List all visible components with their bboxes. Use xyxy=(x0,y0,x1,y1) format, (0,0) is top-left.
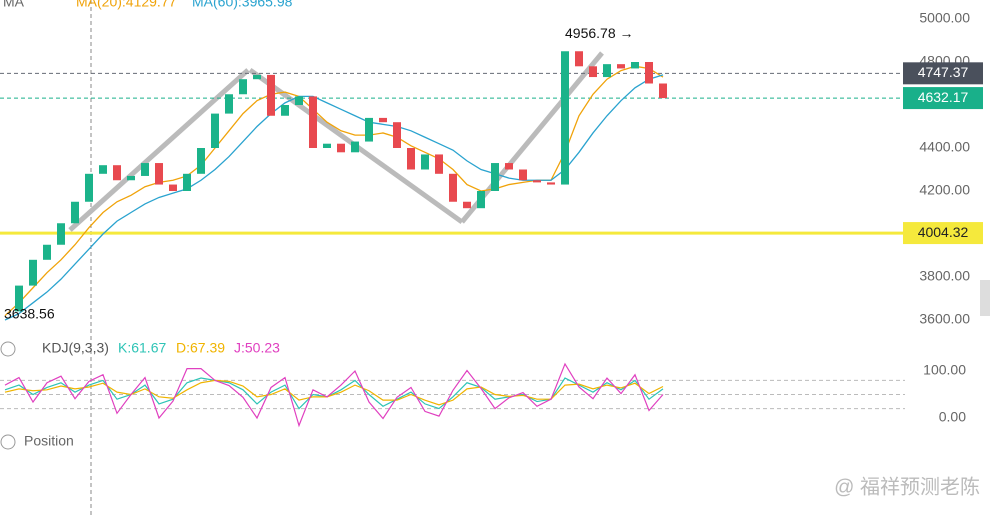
candle xyxy=(547,182,555,185)
candle xyxy=(505,163,513,170)
watermark: @ 福祥预测老陈 xyxy=(834,475,980,498)
kdj-line xyxy=(4,362,664,428)
kdj-label: KDJ(9,3,3) xyxy=(42,340,109,356)
candle xyxy=(589,66,597,78)
y-tick-label: 100.00 xyxy=(923,362,966,378)
y-tick-label: 0.00 xyxy=(939,409,966,425)
price-badge-label: 4747.37 xyxy=(918,64,969,80)
candle xyxy=(169,184,177,191)
candle xyxy=(421,154,429,170)
candle xyxy=(281,105,289,116)
d-label: D:67.39 xyxy=(176,340,225,356)
ma-label: MA xyxy=(3,0,25,10)
candle xyxy=(449,173,457,202)
y-tick-label: 3800.00 xyxy=(919,268,970,284)
candle xyxy=(85,173,93,202)
candle xyxy=(113,165,121,181)
price-badge xyxy=(903,87,983,110)
y-tick-label: 4400.00 xyxy=(919,139,970,155)
candle xyxy=(519,169,527,181)
j-label: J:50.23 xyxy=(234,340,280,356)
candle xyxy=(561,51,569,185)
ma-line xyxy=(4,74,664,321)
low-label: 3638.56 xyxy=(4,305,55,321)
candle xyxy=(659,83,667,99)
candle xyxy=(253,74,261,80)
candle xyxy=(351,141,359,153)
candle xyxy=(225,94,233,114)
candle xyxy=(57,223,65,245)
ma-line xyxy=(4,65,664,317)
trend-lines xyxy=(68,51,604,232)
candle xyxy=(337,143,345,153)
candle xyxy=(393,122,401,148)
candle xyxy=(365,117,373,142)
candle xyxy=(631,62,639,69)
candle xyxy=(99,165,107,174)
candle xyxy=(575,51,583,67)
kdj-line xyxy=(4,379,664,406)
candle xyxy=(463,201,471,209)
ma20-label: MA(20):4129.77 xyxy=(76,0,177,10)
candle xyxy=(155,163,163,185)
candle xyxy=(309,96,317,148)
collapse-icon[interactable] xyxy=(0,434,16,450)
candle xyxy=(477,191,485,209)
candle xyxy=(407,148,415,170)
candle xyxy=(435,154,443,174)
candle xyxy=(43,244,51,260)
candle xyxy=(127,175,135,181)
candle xyxy=(533,180,541,183)
price-badge-label: 4632.17 xyxy=(918,89,969,105)
candle xyxy=(29,259,37,286)
scroll-handle[interactable] xyxy=(980,280,990,316)
y-tick-label: 3600.00 xyxy=(919,311,970,327)
candle xyxy=(295,96,303,105)
price-badge xyxy=(903,62,983,85)
candle xyxy=(141,163,149,176)
price-badge xyxy=(903,222,983,245)
candle xyxy=(645,62,653,84)
candle xyxy=(379,117,387,123)
high-label: 4956.78 → xyxy=(565,25,634,41)
candle xyxy=(197,148,205,174)
candle xyxy=(267,74,275,116)
candle xyxy=(211,113,219,148)
candle xyxy=(603,64,611,78)
kdj-line xyxy=(4,377,664,410)
y-tick-label: 5000.00 xyxy=(919,10,970,26)
candle xyxy=(15,285,23,312)
k-label: K:61.67 xyxy=(118,340,166,356)
candle xyxy=(183,173,191,191)
y-tick-label: 4200.00 xyxy=(919,182,970,198)
candle xyxy=(239,79,247,95)
collapse-icon[interactable] xyxy=(0,341,16,357)
position-label[interactable]: Position xyxy=(24,433,74,449)
price-badge-label: 4004.32 xyxy=(918,224,969,240)
candle xyxy=(323,143,331,148)
candle xyxy=(617,64,625,69)
candle xyxy=(491,163,499,191)
candle xyxy=(71,201,79,224)
ma60-label: MA(60):3965.98 xyxy=(192,0,293,10)
